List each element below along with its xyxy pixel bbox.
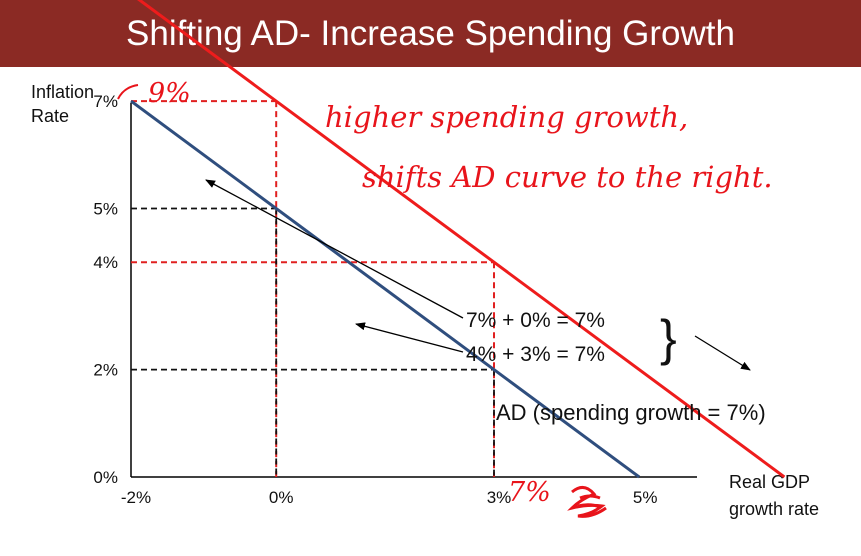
y-tick-label: 2%	[93, 361, 118, 380]
hand-x-end-label: 7%	[508, 477, 551, 508]
ad-label: AD (spending growth = 7%)	[496, 400, 766, 425]
slide-title: Shifting AD- Increase Spending Growth	[126, 13, 735, 53]
y-tick-labels: 0% 2% 4% 5% 7%	[93, 92, 118, 487]
y-tick-label: 5%	[93, 200, 118, 219]
x-tick-label: 0%	[269, 488, 294, 507]
y-tick-label: 4%	[93, 253, 118, 272]
ad-curve-original	[130, 99, 641, 479]
eq1-pointer-arrow	[205, 179, 464, 319]
x-tick-label: 5%	[633, 488, 658, 507]
hand-hook-stroke	[117, 84, 139, 100]
hand-scribble	[567, 486, 607, 518]
brace-glyph: }	[660, 310, 677, 366]
hand-note-line2: shifts AD curve to the right.	[362, 160, 773, 194]
y-axis-title-line1: Inflation	[31, 82, 94, 102]
title-bar: Shifting AD- Increase Spending Growth	[0, 0, 861, 67]
hand-note-line1: higher spending growth,	[325, 100, 688, 134]
x-tick-labels: -2% 0% 3% 5%	[121, 488, 658, 507]
x-axis-title-line2: growth rate	[729, 499, 819, 519]
ad-curve-shifted	[136, 0, 786, 479]
guide-lines	[131, 100, 495, 477]
brace-arrow	[694, 335, 751, 371]
hand-y-top-label: 9%	[148, 78, 191, 109]
eq2-pointer-arrow	[355, 322, 464, 353]
y-axis-title-line2: Rate	[31, 106, 69, 126]
x-axis-title-line1: Real GDP	[729, 472, 810, 492]
equation-1: 7% + 0% = 7%	[466, 309, 605, 332]
x-tick-label: -2%	[121, 488, 151, 507]
x-tick-label: 3%	[487, 488, 512, 507]
y-tick-label: 0%	[93, 468, 118, 487]
equation-2: 4% + 3% = 7%	[466, 343, 605, 366]
y-tick-label: 7%	[93, 92, 118, 111]
